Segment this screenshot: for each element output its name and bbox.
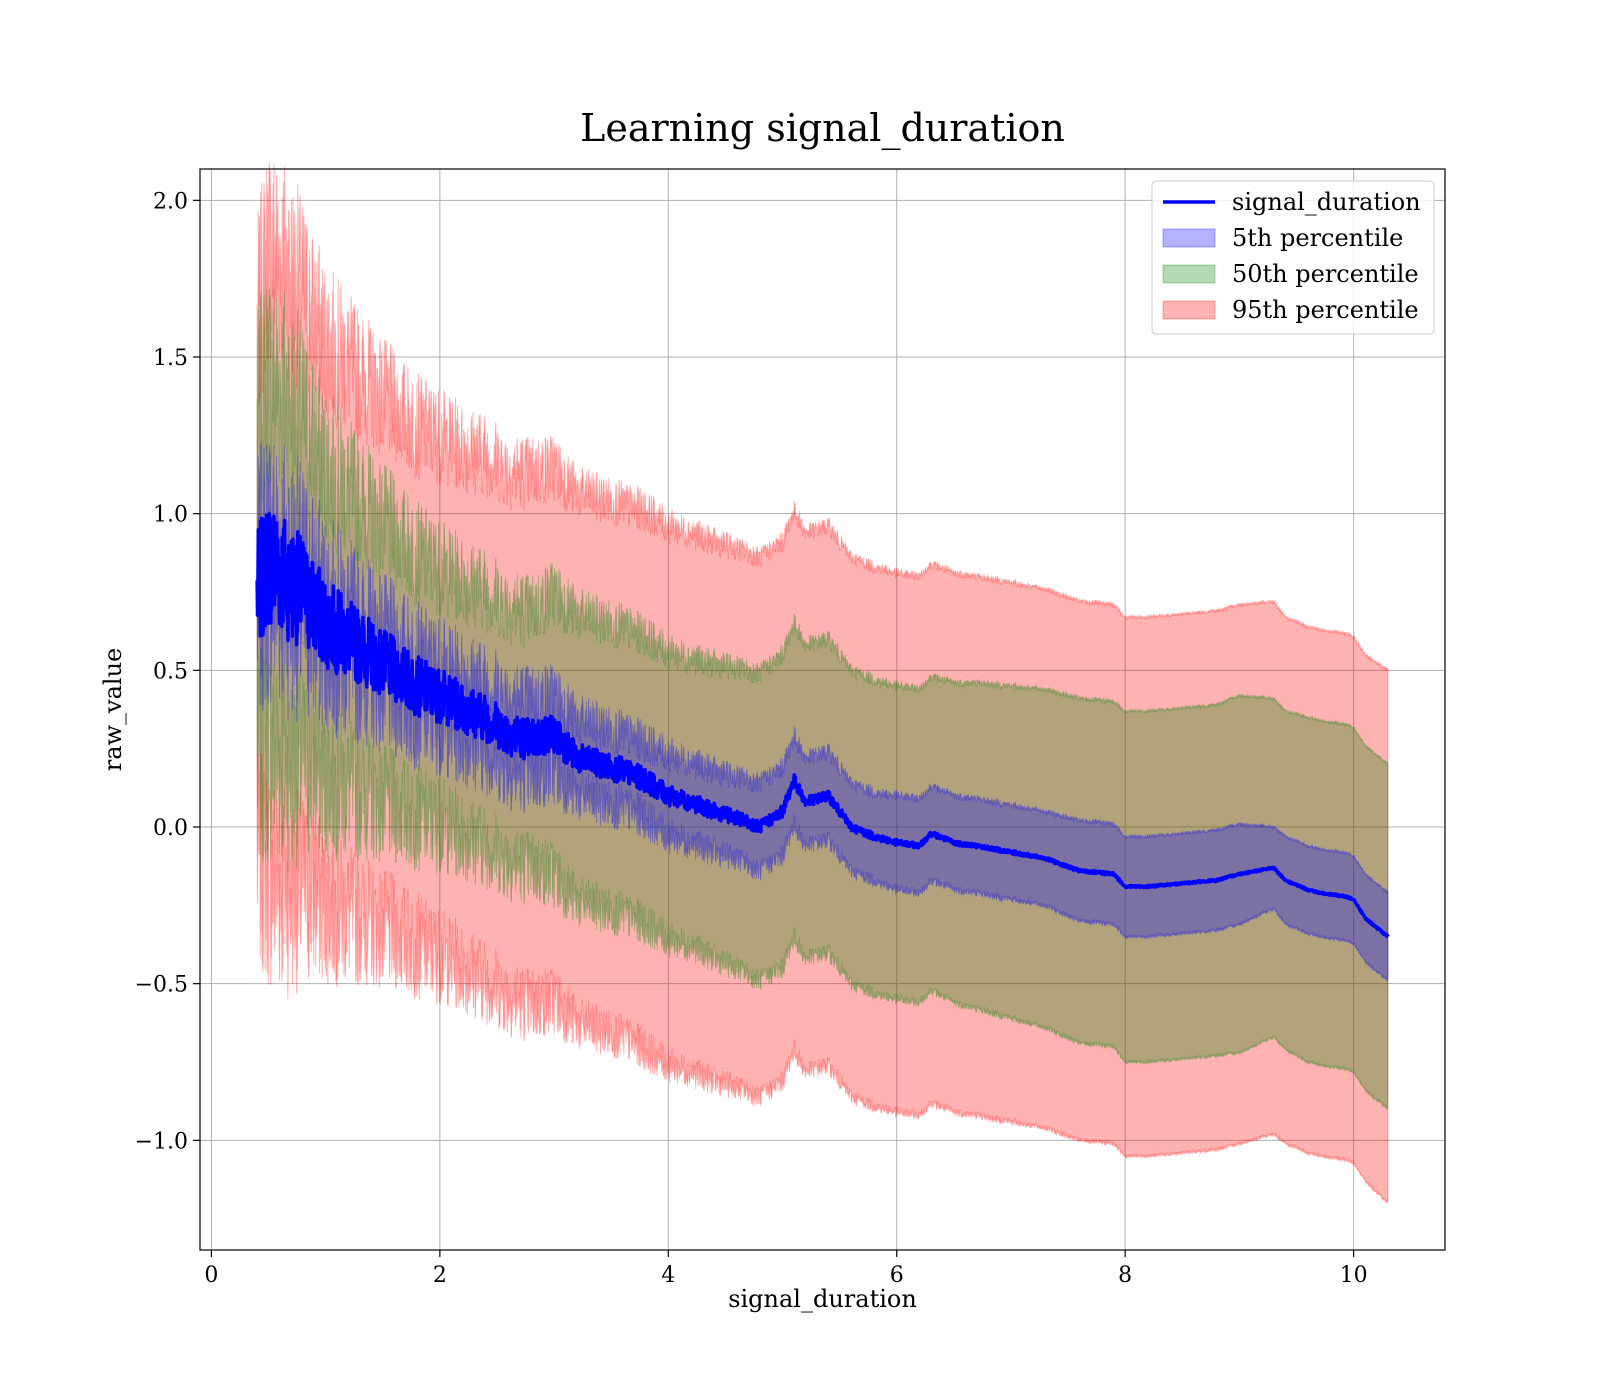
legend: signal_duration 5th percentile 50th percen…: [1151, 180, 1435, 335]
y-tick-label: −1.0: [135, 1129, 188, 1154]
band-5th-percentile: [256, 441, 1389, 983]
y-tick-label: 0.0: [153, 816, 188, 841]
chart-title: Learning signal_duration: [580, 106, 1065, 151]
band-50th-percentile: [256, 288, 1389, 1111]
legend-label: 50th percentile: [1232, 260, 1419, 288]
plot-frame: [199, 168, 1446, 1251]
legend-swatch-band: [1162, 264, 1216, 284]
x-tick-label: 2: [433, 1263, 447, 1288]
x-tick-label: 0: [204, 1263, 218, 1288]
x-tick-label: 8: [1118, 1263, 1132, 1288]
x-tick-label: 4: [661, 1263, 675, 1288]
band-95th-percentile: [256, 162, 1389, 1205]
signal-line-layer: [255, 512, 1390, 938]
x-tick-label: 6: [890, 1263, 904, 1288]
y-tick-label: 1.0: [153, 503, 188, 528]
y-axis-label: raw_value: [99, 648, 127, 772]
legend-label: 5th percentile: [1232, 224, 1403, 252]
x-axis-label: signal_duration: [728, 1285, 917, 1313]
y-tick-label: 0.5: [153, 659, 188, 684]
y-tick-label: 2.0: [153, 189, 188, 214]
signal-duration-line: [255, 512, 1390, 938]
x-axis-ticks: 0 2 4 6 8 10: [204, 1250, 1368, 1288]
y-axis-ticks: −1.0 −0.5 0.0 0.5 1.0 1.5 2.0: [135, 189, 200, 1154]
legend-box: [1151, 180, 1435, 335]
x-tick-label: 10: [1340, 1263, 1368, 1288]
legend-swatch-band: [1162, 228, 1216, 248]
legend-label: 95th percentile: [1232, 296, 1419, 324]
legend-label: signal_duration: [1232, 188, 1421, 216]
percentile-bands: [256, 162, 1389, 1205]
legend-swatch-band: [1162, 300, 1216, 320]
y-tick-label: 1.5: [153, 346, 188, 371]
y-tick-label: −0.5: [135, 973, 188, 998]
